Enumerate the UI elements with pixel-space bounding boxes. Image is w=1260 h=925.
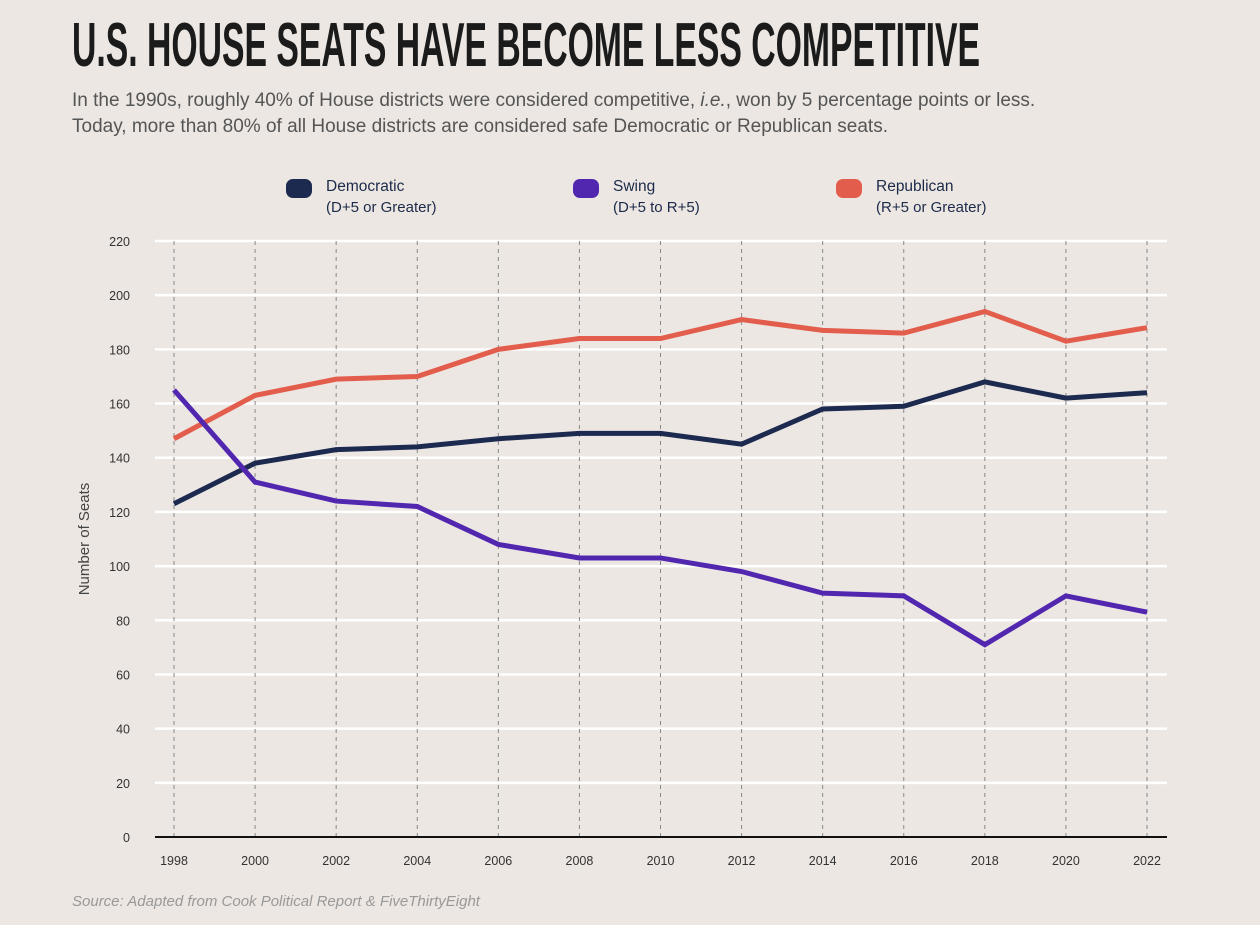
legend-label: Swing xyxy=(613,178,656,195)
x-tick-label: 2008 xyxy=(566,854,594,868)
x-tick-label: 2006 xyxy=(484,854,512,868)
x-tick-label: 2022 xyxy=(1133,854,1161,868)
legend-republican: Republican (R+5 or Greater) xyxy=(836,176,986,218)
legend-swing: Swing (D+5 to R+5) xyxy=(573,176,700,218)
legend-swatch xyxy=(836,179,862,198)
x-tick-label: 2010 xyxy=(647,854,675,868)
y-tick-label: 140 xyxy=(109,452,130,466)
x-tick-label: 2018 xyxy=(971,854,999,868)
subtitle-text: , won by 5 percentage points or less. xyxy=(725,90,1036,111)
subtitle-emphasis: i.e. xyxy=(700,90,726,111)
source-note: Source: Adapted from Cook Political Repo… xyxy=(72,893,480,910)
legend-swatch xyxy=(286,179,312,198)
legend-detail: (R+5 or Greater) xyxy=(876,199,987,216)
x-tick-label: 2000 xyxy=(241,854,269,868)
legend-detail: (D+5 or Greater) xyxy=(326,199,437,216)
y-tick-label: 100 xyxy=(109,560,130,574)
x-tick-label: 1998 xyxy=(160,854,188,868)
x-tick-label: 2014 xyxy=(809,854,837,868)
legend-democratic: Democratic (D+5 or Greater) xyxy=(286,176,436,218)
y-tick-label: 200 xyxy=(109,289,130,303)
y-tick-label: 180 xyxy=(109,343,130,357)
y-tick-label: 120 xyxy=(109,506,130,520)
y-tick-label: 80 xyxy=(116,614,130,628)
subtitle-line-2: Today, more than 80% of all House distri… xyxy=(72,116,888,137)
subtitle-line-1: In the 1990s, roughly 40% of House distr… xyxy=(72,88,1242,114)
y-tick-label: 40 xyxy=(116,723,130,737)
legend-label: Democratic xyxy=(326,178,405,195)
x-tick-label: 2002 xyxy=(322,854,350,868)
legend-detail: (D+5 to R+5) xyxy=(613,199,700,216)
y-tick-label: 160 xyxy=(109,398,130,412)
x-tick-label: 2020 xyxy=(1052,854,1080,868)
legend-swatch xyxy=(573,179,599,198)
y-tick-label: 220 xyxy=(109,235,130,249)
x-tick-label: 2012 xyxy=(728,854,756,868)
x-tick-label: 2016 xyxy=(890,854,918,868)
chart-title: U.S. HOUSE SEATS HAVE BECOME LESS COMPET… xyxy=(72,11,980,80)
chart-title-wrapper: U.S. HOUSE SEATS HAVE BECOME LESS COMPET… xyxy=(72,11,980,80)
legend-label: Republican xyxy=(876,178,954,195)
subtitle-text: In the 1990s, roughly 40% of House distr… xyxy=(72,90,701,111)
y-axis-label: Number of Seats xyxy=(76,483,93,596)
y-tick-label: 60 xyxy=(116,668,130,682)
y-tick-label: 20 xyxy=(116,777,130,791)
y-tick-label: 0 xyxy=(123,831,130,845)
x-tick-label: 2004 xyxy=(403,854,431,868)
